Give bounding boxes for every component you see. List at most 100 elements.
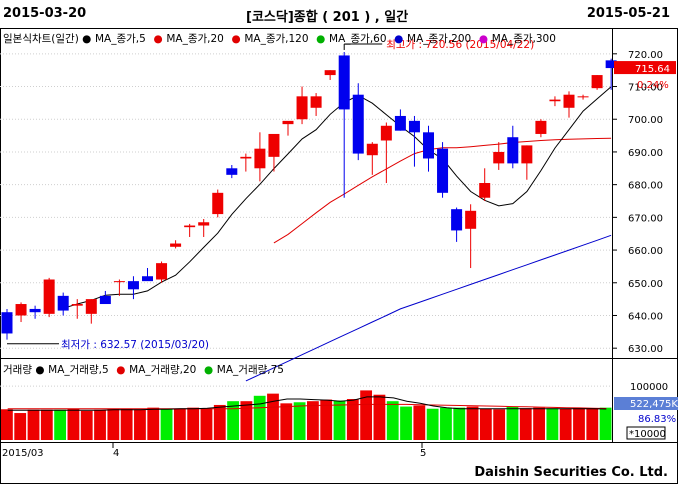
candle-body [423,132,434,159]
candle-body [591,75,603,89]
volume-current-label: 522,475K [630,399,678,410]
candle-body [352,94,364,154]
volume-bar [346,399,359,440]
price-tick-label: 690.00 [628,148,663,159]
volume-bar [373,394,386,440]
price-tick-label: 680.00 [628,181,663,192]
price-axis: 720.00 710.00 700.00 690.00 680.00 670.00 660.… [2,50,678,459]
volume-bar [200,408,213,440]
volume-legend-item: ● MA_거래량,20 [113,364,197,376]
candle-body [113,281,125,283]
price-tick-label: 720.00 [628,50,663,61]
volume-bar [493,409,506,440]
volume-bar [386,401,399,440]
volume-legend-item: ● MA_거래량,75 [200,364,284,376]
price-legend-item: ● MA_종가,20 [150,33,224,45]
candle-body [85,299,97,314]
volume-bar [27,409,40,440]
candle-body [366,143,378,156]
volume-bar [506,406,519,440]
annotations: 최고가 : 720.56 (2015/04/22) 최저가 : 632.57 (2… [7,39,534,351]
price-legend-label: MA_종가,120 [244,33,309,45]
volume-bar [107,408,120,440]
x-label: 4 [113,448,119,459]
candle-body [380,125,392,141]
moving-average-lines [63,86,612,382]
candle-body [240,156,252,159]
volume-tick-label: 100000 [630,382,668,393]
volume-ma20-line [7,403,607,410]
price-legend-label: MA_종가,200 [407,33,472,45]
volume-bar [533,407,545,440]
price-tick-label: 660.00 [628,246,663,257]
candle-body [563,94,575,108]
price-tick-label: 640.00 [628,311,663,322]
volume-bar [160,408,173,440]
volume-unit-box [626,426,666,440]
candle-body [212,192,224,215]
volume-bar [280,403,293,440]
candle-body [493,151,505,164]
volume-bar [240,401,253,440]
volume-legend-label: MA_거래량,20 [129,364,197,376]
candle-body [127,281,139,290]
high-annotation: 최고가 : 720.56 (2015/04/22) [386,39,534,51]
candle-body [1,312,13,334]
volume-bar [573,407,585,440]
price-legend-label: MA_종가,20 [166,33,224,45]
candle-body [310,96,322,108]
price-legend-item: ● MA_종가,120 [227,33,309,45]
price-legend-item: ● MA_종가,300 [475,33,556,45]
volume-bar [213,404,226,440]
volume-bar [400,406,412,440]
ma5-line [63,86,612,309]
volume-bar [173,408,186,440]
price-tick-label: 710.00 [628,83,663,94]
price-legend-swatch-icon: ● [312,33,330,45]
candle-body [605,60,617,69]
volume-legend-swatch-icon: ● [200,364,217,376]
volume-bar [599,407,612,440]
volume-current-badge [614,397,678,410]
candle-body [338,55,350,110]
volume-bar [426,408,439,440]
price-legend-swatch-icon: ● [390,33,408,45]
candle-body [437,148,449,193]
volume-legend-label: MA_거래량,5 [48,364,109,376]
volume-bar [253,395,266,440]
price-tick-label: 650.00 [628,279,663,290]
volume-bar [227,401,239,440]
price-grid [0,53,612,387]
ma60-line [245,234,612,382]
candle-body [170,243,182,247]
candle-body [57,295,69,311]
volume-bar [307,401,319,440]
volume-bar [440,407,452,440]
volume-bar [1,409,13,440]
candle-body [99,295,111,305]
volume-bar [586,408,599,440]
candle-body [577,96,589,98]
volume-ratio-label: 86.83% [638,414,676,425]
price-legend-swatch-icon: ● [475,33,492,45]
candle-body [535,120,547,134]
candle-body [324,70,336,76]
price-legend: 일본식차트(일간) ● MA_종가,5 ● MA_종가,20 ● MA_종가,1… [3,31,560,46]
volume-bar [40,409,53,440]
price-legend-swatch-icon: ● [227,33,245,45]
candle-body [507,137,519,164]
volume-bars [1,390,612,440]
volume-bar [466,406,479,440]
candle-body [282,120,294,125]
price-tick-label: 670.00 [628,213,663,224]
candle-body [43,279,55,314]
end-date: 2015-05-21 [586,6,670,21]
price-legend-prefix: 일본식차트(일간) [3,33,79,45]
candle-body [268,133,280,157]
volume-bar [67,408,80,440]
chart-title: [코스닥]종합 ( 201 ) , 일간 [246,10,409,25]
candle-body [198,222,210,226]
low-annotation: 최저가 : 632.57 (2015/03/20) [61,339,209,351]
volume-bar [94,409,106,440]
